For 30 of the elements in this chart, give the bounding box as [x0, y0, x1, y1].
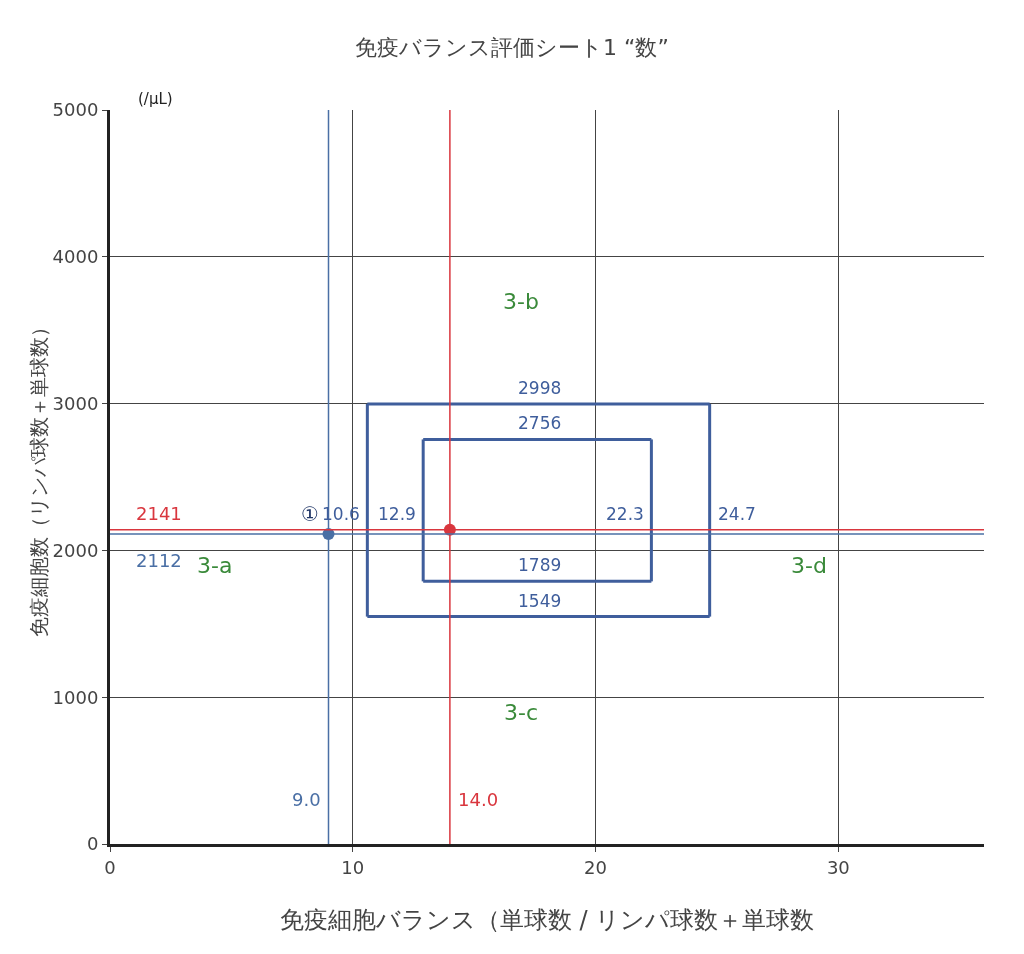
annotation: 1789: [518, 555, 562, 575]
x-tick-label: 20: [584, 856, 608, 878]
ref-line-label: 9.0: [292, 789, 321, 810]
y-tick-label: 3000: [52, 392, 99, 414]
annotation: 22.3: [606, 504, 644, 524]
annotation: ①: [301, 502, 319, 526]
annotation: 12.9: [378, 504, 416, 524]
y-tick-label: 0: [86, 833, 99, 855]
y-tick-label: 4000: [52, 246, 99, 268]
annotation: 2998: [518, 378, 562, 398]
ref-line-label: 2112: [136, 550, 182, 571]
x-tick-label: 0: [104, 856, 116, 878]
y-axis-title: 免疫細胞数（リンパ球数＋単球数）: [26, 317, 51, 637]
annotation: 2756: [518, 413, 562, 433]
y-tick-label: 5000: [52, 99, 99, 121]
ref-line-label: 2141: [136, 503, 182, 524]
annotation: 1549: [518, 591, 562, 611]
annotation: 3-b: [503, 289, 539, 314]
y-tick-label: 1000: [52, 686, 99, 708]
annotation: 3-c: [504, 700, 539, 725]
x-tick-label: 10: [341, 856, 365, 878]
x-tick-label: 30: [826, 856, 850, 878]
y-tick-label: 2000: [52, 539, 99, 561]
x-axis-title: 免疫細胞バランス（単球数 / リンパ球数＋単球数: [279, 906, 815, 934]
annotation: 3-d: [791, 553, 827, 578]
text: (/μL): [138, 90, 173, 108]
annotation: 3-a: [197, 553, 233, 578]
chart-title: 免疫バランス評価シート1 “数”: [355, 35, 669, 60]
annotation: 24.7: [718, 504, 756, 524]
ref-line-label: 14.0: [458, 789, 499, 810]
